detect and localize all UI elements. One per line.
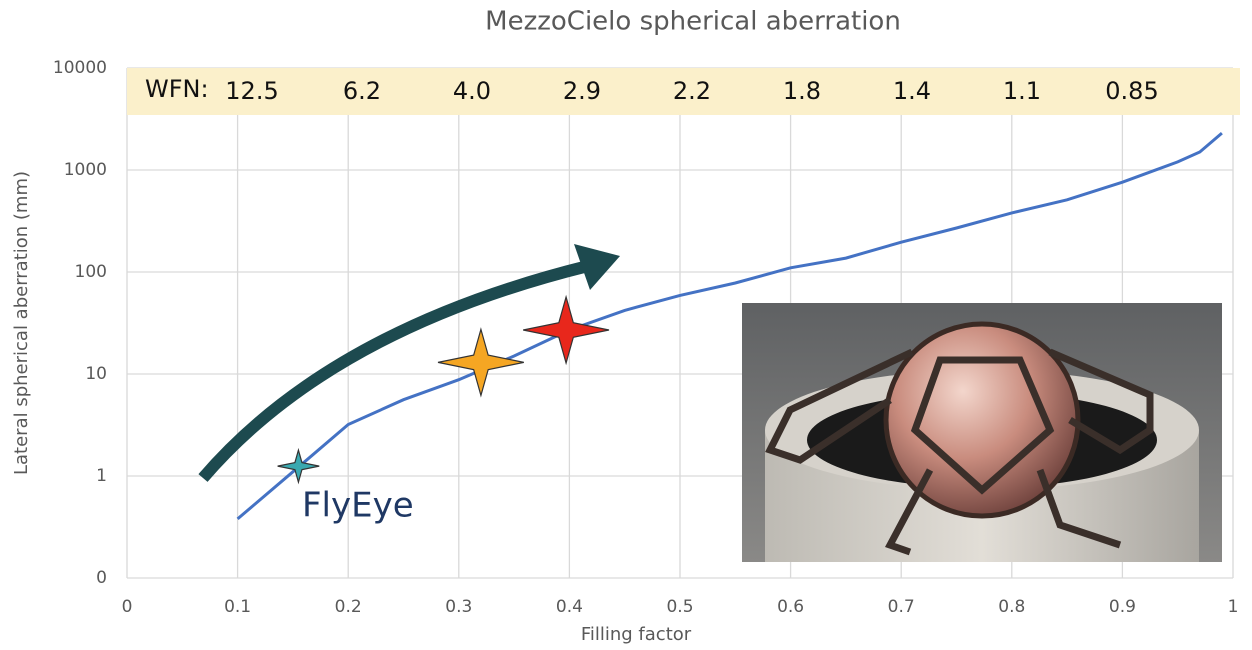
y-tick-label: 1 (96, 466, 107, 486)
chart-title: MezzoCielo spherical aberration (485, 7, 901, 37)
wfn-value: 6.2 (343, 77, 381, 105)
star-marker (438, 329, 524, 395)
wfn-value: 4.0 (453, 77, 491, 105)
x-tick-label: 0.3 (445, 597, 472, 617)
x-tick-label: 0.9 (1109, 597, 1136, 617)
x-tick-label: 0.5 (666, 597, 693, 617)
y-tick-label: 10 (85, 364, 107, 384)
trend-arrow (203, 244, 620, 478)
x-tick-label: 0.4 (556, 597, 583, 617)
wfn-label: WFN: (145, 75, 209, 103)
page: MezzoCielo spherical aberration Filling … (0, 0, 1252, 650)
y-axis-label: Lateral spherical aberration (mm) (11, 171, 32, 475)
annotation: FlyEye (302, 486, 414, 526)
wfn-value: 12.5 (225, 77, 278, 105)
x-tick-label: 0 (122, 597, 133, 617)
x-tick-label: 0.6 (777, 597, 804, 617)
wfn-value: 2.2 (673, 77, 711, 105)
x-tick-label: 0.8 (998, 597, 1025, 617)
wfn-value: 2.9 (563, 77, 601, 105)
star-marker (523, 297, 609, 363)
y-tick-label: 100 (75, 262, 107, 282)
arrow-shaft (203, 266, 588, 478)
x-axis-label: Filling factor (581, 624, 692, 645)
chart: MezzoCielo spherical aberration Filling … (0, 0, 1252, 650)
inset-image (742, 303, 1222, 562)
wfn-value: 1.1 (1003, 77, 1041, 105)
x-tick-label: 0.7 (888, 597, 915, 617)
wfn-value: 1.8 (783, 77, 821, 105)
y-tick-label: 10000 (53, 58, 107, 78)
wfn-band: WFN: 12.5 6.2 4.0 2.9 2.2 1.8 1.4 1.1 0.85 (127, 68, 1240, 115)
y-tick-label: 1000 (64, 160, 107, 180)
x-tick-label: 0.2 (335, 597, 362, 617)
y-tick-label: 0 (96, 568, 107, 588)
wfn-value: 1.4 (893, 77, 931, 105)
x-tick-label: 0.1 (224, 597, 251, 617)
wfn-value: 0.85 (1105, 77, 1158, 105)
x-tick-label: 1 (1228, 597, 1239, 617)
